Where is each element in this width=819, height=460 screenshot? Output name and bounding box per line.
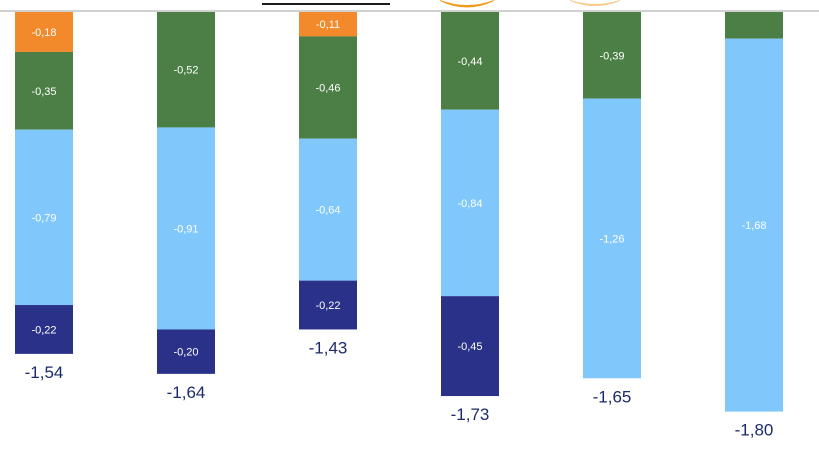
bar-segment-navy	[15, 305, 73, 354]
bar-segment-green	[157, 12, 215, 128]
bar-total-label: -1,54	[25, 363, 64, 382]
bar-segment-green	[15, 51, 73, 130]
bar-segment-light	[157, 127, 215, 330]
segment-value-label: -0,52	[173, 65, 198, 77]
segment-value-label: -0,64	[315, 205, 340, 217]
bar-segment-green	[725, 12, 783, 39]
bar-segment-light	[725, 38, 783, 412]
bar-total-label: -1,43	[309, 338, 348, 357]
segment-value-label: -1,68	[741, 220, 766, 232]
bars-group: -0,18 -0,35 -0,79 -0,22 -1,54 -0,52 -0,91 -0,20…	[15, 12, 783, 440]
bar-segment-green	[299, 36, 357, 139]
segment-value-label: -0,45	[457, 341, 482, 353]
bar-segment-green	[441, 12, 499, 110]
segment-value-label: -0,46	[315, 82, 340, 94]
segment-value-label: -0,22	[315, 300, 340, 312]
bar-total-label: -1,65	[593, 387, 632, 406]
bar-segment-navy	[441, 296, 499, 397]
segment-value-label: -0,35	[31, 86, 56, 98]
legend-orange-light-shape	[570, 0, 620, 6]
bar-segment-green	[583, 12, 641, 99]
bar-segment-light	[299, 138, 357, 281]
legend-orange-shape	[440, 0, 494, 8]
bar-total-label: -1,73	[451, 405, 490, 424]
segment-value-label: -0,44	[457, 56, 482, 68]
bar-segment-orange	[299, 12, 357, 37]
bar-segment-navy	[299, 280, 357, 330]
segment-value-label: -0,11	[316, 19, 340, 31]
bar-segment-orange	[15, 12, 73, 52]
segment-value-label: -0,79	[31, 212, 56, 224]
bar-segment-light	[583, 98, 641, 379]
legend-fragment	[262, 0, 620, 8]
bar-total-label: -1,80	[735, 421, 774, 440]
bar-segment-light	[15, 129, 73, 306]
bar-segment-light	[441, 109, 499, 297]
segment-value-label: -0,20	[173, 347, 198, 359]
segment-value-label: -0,39	[599, 50, 624, 62]
segment-value-label: -0,18	[31, 27, 56, 39]
segment-value-label: -0,91	[173, 223, 198, 235]
segment-value-label: -0,84	[457, 198, 482, 210]
bar-total-label: -1,64	[167, 383, 206, 402]
bar-segment-navy	[157, 329, 215, 374]
segment-value-label: -0,22	[31, 324, 56, 336]
segment-value-label: -1,26	[599, 233, 624, 245]
